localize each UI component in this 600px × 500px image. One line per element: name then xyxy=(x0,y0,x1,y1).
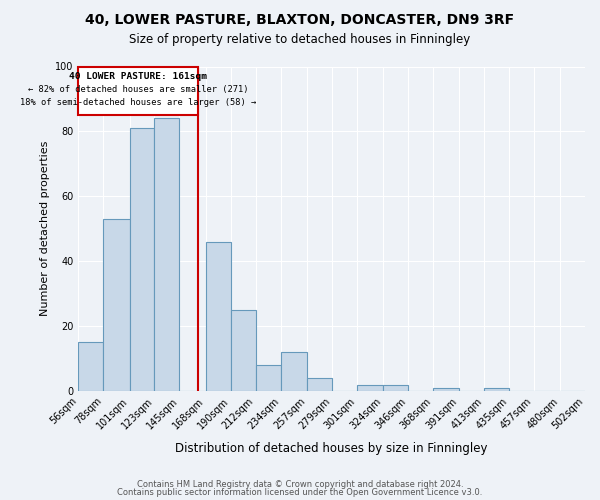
Bar xyxy=(154,118,179,391)
Text: Size of property relative to detached houses in Finningley: Size of property relative to detached ho… xyxy=(130,32,470,46)
Text: Contains public sector information licensed under the Open Government Licence v3: Contains public sector information licen… xyxy=(118,488,482,497)
Text: 40, LOWER PASTURE, BLAXTON, DONCASTER, DN9 3RF: 40, LOWER PASTURE, BLAXTON, DONCASTER, D… xyxy=(85,12,515,26)
Text: Contains HM Land Registry data © Crown copyright and database right 2024.: Contains HM Land Registry data © Crown c… xyxy=(137,480,463,489)
Text: ← 82% of detached houses are smaller (271): ← 82% of detached houses are smaller (27… xyxy=(28,86,248,94)
Y-axis label: Number of detached properties: Number of detached properties xyxy=(40,141,50,316)
X-axis label: Distribution of detached houses by size in Finningley: Distribution of detached houses by size … xyxy=(175,442,488,455)
Text: 40 LOWER PASTURE: 161sqm: 40 LOWER PASTURE: 161sqm xyxy=(69,72,207,82)
FancyBboxPatch shape xyxy=(79,66,197,115)
Bar xyxy=(281,352,307,391)
Bar xyxy=(230,310,256,391)
Bar xyxy=(256,365,281,391)
Bar xyxy=(484,388,509,391)
Bar xyxy=(433,388,459,391)
Bar xyxy=(206,242,230,391)
Bar xyxy=(307,378,332,391)
Bar xyxy=(130,128,154,391)
Bar xyxy=(383,384,408,391)
Bar xyxy=(79,342,103,391)
Bar xyxy=(356,384,383,391)
Bar xyxy=(103,219,130,391)
Text: 18% of semi-detached houses are larger (58) →: 18% of semi-detached houses are larger (… xyxy=(20,98,256,107)
